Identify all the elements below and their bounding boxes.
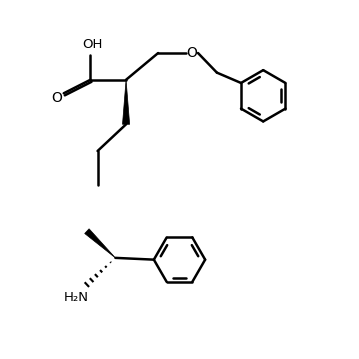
Text: OH: OH [82, 38, 102, 51]
Polygon shape [85, 229, 115, 258]
Text: H₂N: H₂N [64, 290, 89, 304]
Polygon shape [122, 80, 130, 124]
Text: O: O [51, 90, 62, 104]
Text: O: O [187, 46, 197, 60]
